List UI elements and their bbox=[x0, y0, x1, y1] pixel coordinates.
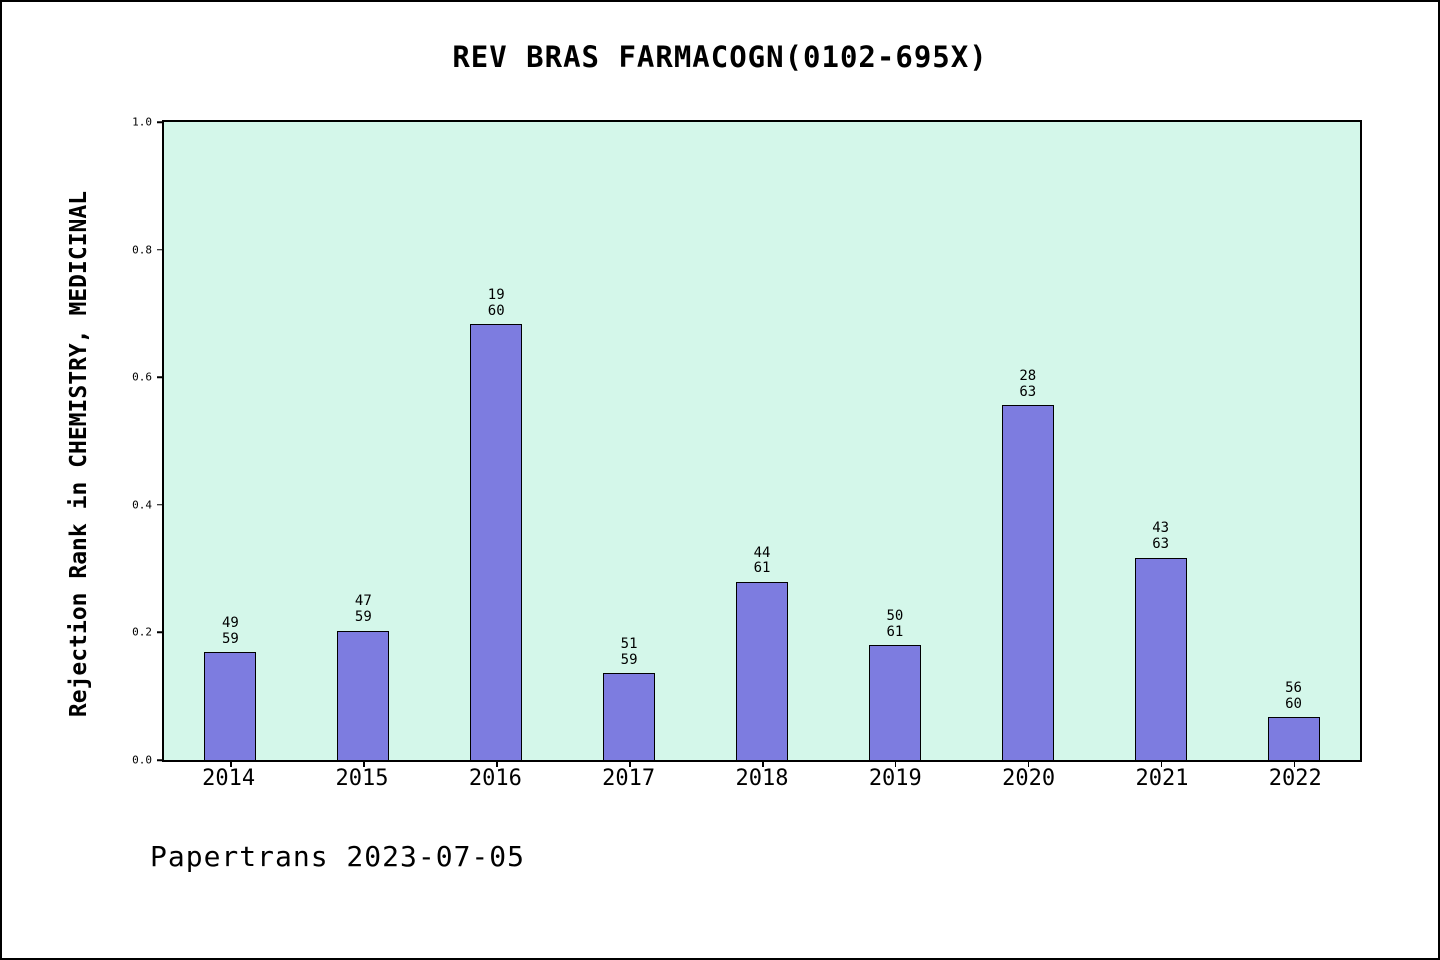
y-tick-mark bbox=[157, 759, 164, 761]
y-tick-label-0.0: 0.0 bbox=[132, 753, 152, 767]
y-tick-mark bbox=[157, 121, 164, 123]
x-tick-mark bbox=[363, 760, 365, 767]
x-tick-label-2022: 2022 bbox=[1268, 766, 1322, 791]
bar-column: 44 61 bbox=[696, 122, 829, 767]
x-tick-label-2021: 2021 bbox=[1135, 766, 1189, 791]
bar-column: 49 59 bbox=[164, 122, 297, 767]
bar-column: 51 59 bbox=[563, 122, 696, 767]
footer-watermark: Papertrans 2023-07-05 bbox=[150, 840, 526, 873]
bar-column: 43 63 bbox=[1094, 122, 1227, 767]
bar-value-label: 28 63 bbox=[1019, 367, 1037, 400]
y-tick-label-0.8: 0.8 bbox=[132, 243, 152, 257]
y-tick-mark bbox=[157, 631, 164, 634]
bar-value-label: 44 61 bbox=[753, 544, 771, 577]
x-tick-mark bbox=[629, 760, 631, 767]
bar-2018 bbox=[736, 582, 788, 760]
bar-2015 bbox=[337, 630, 390, 760]
x-tick-mark bbox=[762, 760, 764, 767]
bar-column: 47 59 bbox=[297, 122, 430, 767]
bar-value-label: 50 61 bbox=[886, 607, 904, 640]
y-tick-mark bbox=[157, 504, 164, 506]
bar-column: 50 61 bbox=[828, 122, 961, 767]
x-tick-mark bbox=[1293, 760, 1296, 767]
x-tick-mark bbox=[894, 760, 897, 767]
x-tick-label-2019: 2019 bbox=[868, 766, 922, 791]
bar-value-label: 56 60 bbox=[1285, 679, 1302, 712]
x-tick-mark bbox=[1160, 760, 1163, 767]
bar-2016 bbox=[470, 324, 523, 760]
bar-column: 28 63 bbox=[961, 122, 1094, 767]
chart-title: REV BRAS FARMACOGN(0102-695X) bbox=[452, 40, 988, 74]
bar-column: 19 60 bbox=[430, 122, 563, 767]
y-tick-label-1.0: 1.0 bbox=[132, 115, 152, 129]
y-tick-mark bbox=[157, 376, 164, 378]
x-tick-label-2020: 2020 bbox=[1002, 766, 1056, 791]
y-tick-mark bbox=[157, 248, 164, 251]
bar-2019 bbox=[868, 645, 921, 760]
y-tick-label-0.6: 0.6 bbox=[132, 370, 152, 384]
x-tick-mark bbox=[496, 760, 498, 767]
x-tick-label-2014: 2014 bbox=[202, 766, 256, 791]
bar-value-label: 43 63 bbox=[1152, 520, 1170, 553]
bar-2022 bbox=[1267, 717, 1320, 760]
bar-2021 bbox=[1134, 557, 1187, 760]
bar-2017 bbox=[603, 673, 656, 760]
y-axis-label: Rejection Rank in CHEMISTRY, MEDICINAL bbox=[66, 190, 92, 718]
x-axis-labels: 2014 2015 2016 2017 2018 2019 2020 2021 2022 bbox=[162, 766, 1362, 791]
x-tick-mark bbox=[230, 760, 232, 767]
bar-value-label: 49 59 bbox=[222, 614, 239, 647]
y-tick-label-0.2: 0.2 bbox=[132, 625, 152, 639]
bar-value-label: 19 60 bbox=[487, 286, 505, 319]
x-tick-label-2017: 2017 bbox=[602, 766, 656, 791]
x-tick-label-2015: 2015 bbox=[335, 766, 389, 791]
plot-area: 49 59 47 59 19 60 51 59 44 61 50 61 28 63 43 63… bbox=[132, 116, 1362, 767]
bar-2020 bbox=[1001, 405, 1054, 760]
y-tick-label-0.4: 0.4 bbox=[132, 498, 152, 512]
x-tick-label-2018: 2018 bbox=[735, 766, 789, 791]
bar-2014 bbox=[204, 652, 257, 760]
bar-value-label: 47 59 bbox=[354, 593, 372, 625]
x-tick-mark bbox=[1027, 760, 1030, 767]
bar-value-label: 51 59 bbox=[620, 635, 638, 668]
bar-column: 56 60 bbox=[1227, 122, 1360, 767]
x-tick-label-2016: 2016 bbox=[468, 766, 522, 791]
